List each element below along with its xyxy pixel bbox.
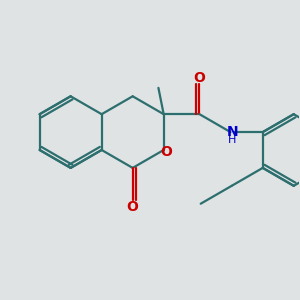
Text: O: O — [160, 145, 172, 159]
Text: O: O — [194, 71, 206, 85]
Text: O: O — [127, 200, 139, 214]
Text: N: N — [226, 125, 238, 139]
Text: H: H — [228, 135, 236, 145]
